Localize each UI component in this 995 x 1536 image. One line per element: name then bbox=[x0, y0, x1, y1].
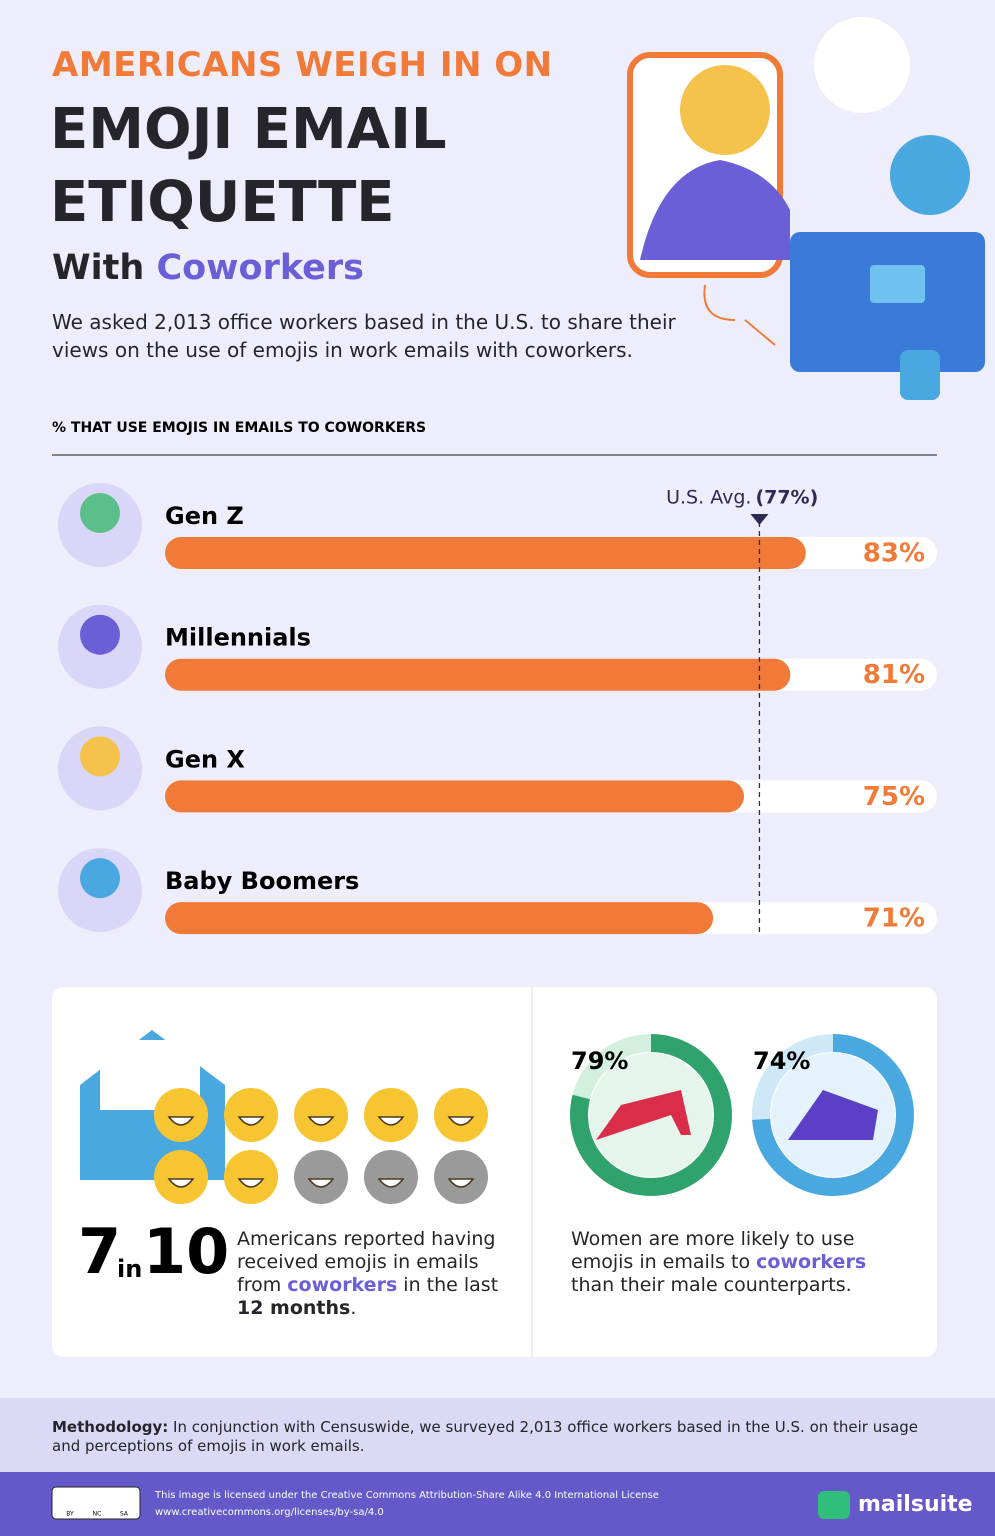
license-line: www.creativecommons.org/licenses/by-sa/4… bbox=[155, 1507, 384, 1518]
emoji-face bbox=[224, 1150, 278, 1204]
emoji-smile bbox=[307, 1178, 335, 1188]
stat-joiner: in bbox=[117, 1255, 142, 1283]
emoji-smile bbox=[377, 1116, 405, 1126]
average-marker bbox=[750, 514, 769, 525]
emoji-badge bbox=[814, 17, 910, 113]
ring-arc bbox=[752, 1034, 914, 1196]
value-label: 83% bbox=[863, 539, 925, 569]
category-label: Gen Z bbox=[165, 502, 244, 530]
value-label: 75% bbox=[863, 782, 925, 812]
emoji-face bbox=[434, 1088, 488, 1142]
badge-label: NC bbox=[93, 1511, 102, 1518]
person-illustration bbox=[680, 65, 770, 155]
avatar bbox=[80, 858, 120, 899]
methodology-text: In conjunction with Censuswide, we surve… bbox=[52, 1418, 919, 1455]
bar bbox=[165, 537, 806, 569]
monitor-illustration bbox=[900, 350, 940, 400]
text-part: . bbox=[350, 1297, 357, 1319]
cc-badge bbox=[51, 1486, 141, 1520]
person-illustration bbox=[640, 160, 790, 260]
emoji-face bbox=[294, 1150, 348, 1204]
stat-text: Americans reported having received emoji… bbox=[237, 1228, 507, 1320]
emoji-smile bbox=[447, 1116, 475, 1126]
person-illustration bbox=[890, 135, 970, 215]
emoji-face bbox=[224, 1088, 278, 1142]
methodology-label: Methodology: bbox=[52, 1418, 169, 1436]
emoji-smile bbox=[447, 1178, 475, 1188]
category-label: Baby Boomers bbox=[165, 867, 359, 895]
badge-label: BY bbox=[66, 1511, 74, 1518]
emoji-smile bbox=[377, 1178, 405, 1188]
value-label: 81% bbox=[863, 660, 925, 690]
arrow-illustration bbox=[703, 284, 776, 346]
title-line: EMOJI EMAIL bbox=[50, 97, 447, 162]
text-part: coworkers bbox=[756, 1251, 867, 1273]
emoji-face bbox=[294, 1088, 348, 1142]
emoji-smile bbox=[167, 1178, 195, 1188]
emoji-smile bbox=[167, 1116, 195, 1126]
license-line: This image is licensed under the Creativ… bbox=[154, 1490, 659, 1501]
emoji-face bbox=[154, 1088, 208, 1142]
emoji-smile bbox=[237, 1178, 265, 1188]
average-value: (77%) bbox=[755, 487, 818, 509]
methodology: Methodology: In conjunction with Censusw… bbox=[52, 1418, 932, 1456]
subtitle: With Coworkers bbox=[52, 248, 364, 288]
ring-label: 79% bbox=[571, 1047, 628, 1075]
ring-arc bbox=[570, 1034, 732, 1196]
methodology-band bbox=[0, 1398, 995, 1472]
bar bbox=[165, 780, 744, 813]
brand: mailsuite bbox=[858, 1492, 973, 1517]
badge-label: SA bbox=[120, 1511, 129, 1518]
average-label: U.S. Avg. bbox=[666, 487, 751, 509]
emoji-smile bbox=[237, 1116, 265, 1126]
shoe-illustration bbox=[788, 1090, 878, 1140]
text-part: Women are more likely to use emojis in e… bbox=[571, 1228, 855, 1273]
emoji-face bbox=[364, 1088, 418, 1142]
avatar bbox=[80, 736, 120, 777]
avatar bbox=[80, 614, 120, 655]
emoji-face bbox=[364, 1150, 418, 1204]
bar bbox=[165, 658, 791, 691]
avatar bbox=[80, 493, 120, 533]
brand-logo bbox=[818, 1491, 850, 1519]
chart-title: % THAT USE EMOJIS IN EMAILS TO COWORKERS bbox=[52, 420, 426, 436]
text-part: 12 months bbox=[237, 1297, 351, 1319]
text-part: coworkers bbox=[287, 1274, 398, 1296]
intro: We asked 2,013 office workers based in t… bbox=[52, 310, 676, 362]
ring-label: 74% bbox=[753, 1047, 810, 1075]
text-part: than their male counterparts. bbox=[571, 1274, 852, 1296]
shoe-illustration bbox=[596, 1090, 691, 1140]
subtitle-part: With bbox=[52, 248, 145, 288]
emoji-smile bbox=[307, 1116, 335, 1126]
stat-numerator: 7 bbox=[78, 1215, 121, 1288]
emoji-face bbox=[434, 1150, 488, 1204]
monitor-illustration bbox=[870, 265, 925, 303]
text-part: in the last bbox=[397, 1274, 499, 1296]
value-label: 71% bbox=[863, 904, 925, 934]
stat-text: Women are more likely to use emojis in e… bbox=[571, 1228, 891, 1297]
category-label: Millennials bbox=[165, 624, 311, 652]
title-line: ETIQUETTE bbox=[50, 170, 395, 235]
text-part: Americans reported having received emoji… bbox=[237, 1228, 496, 1296]
kicker: AMERICANS WEIGH IN ON bbox=[52, 45, 553, 85]
subtitle-part: Coworkers bbox=[156, 248, 364, 288]
category-label: Gen X bbox=[165, 745, 245, 773]
stat-denominator: 10 bbox=[143, 1215, 229, 1288]
bar bbox=[165, 902, 714, 935]
emoji-face bbox=[154, 1150, 208, 1204]
